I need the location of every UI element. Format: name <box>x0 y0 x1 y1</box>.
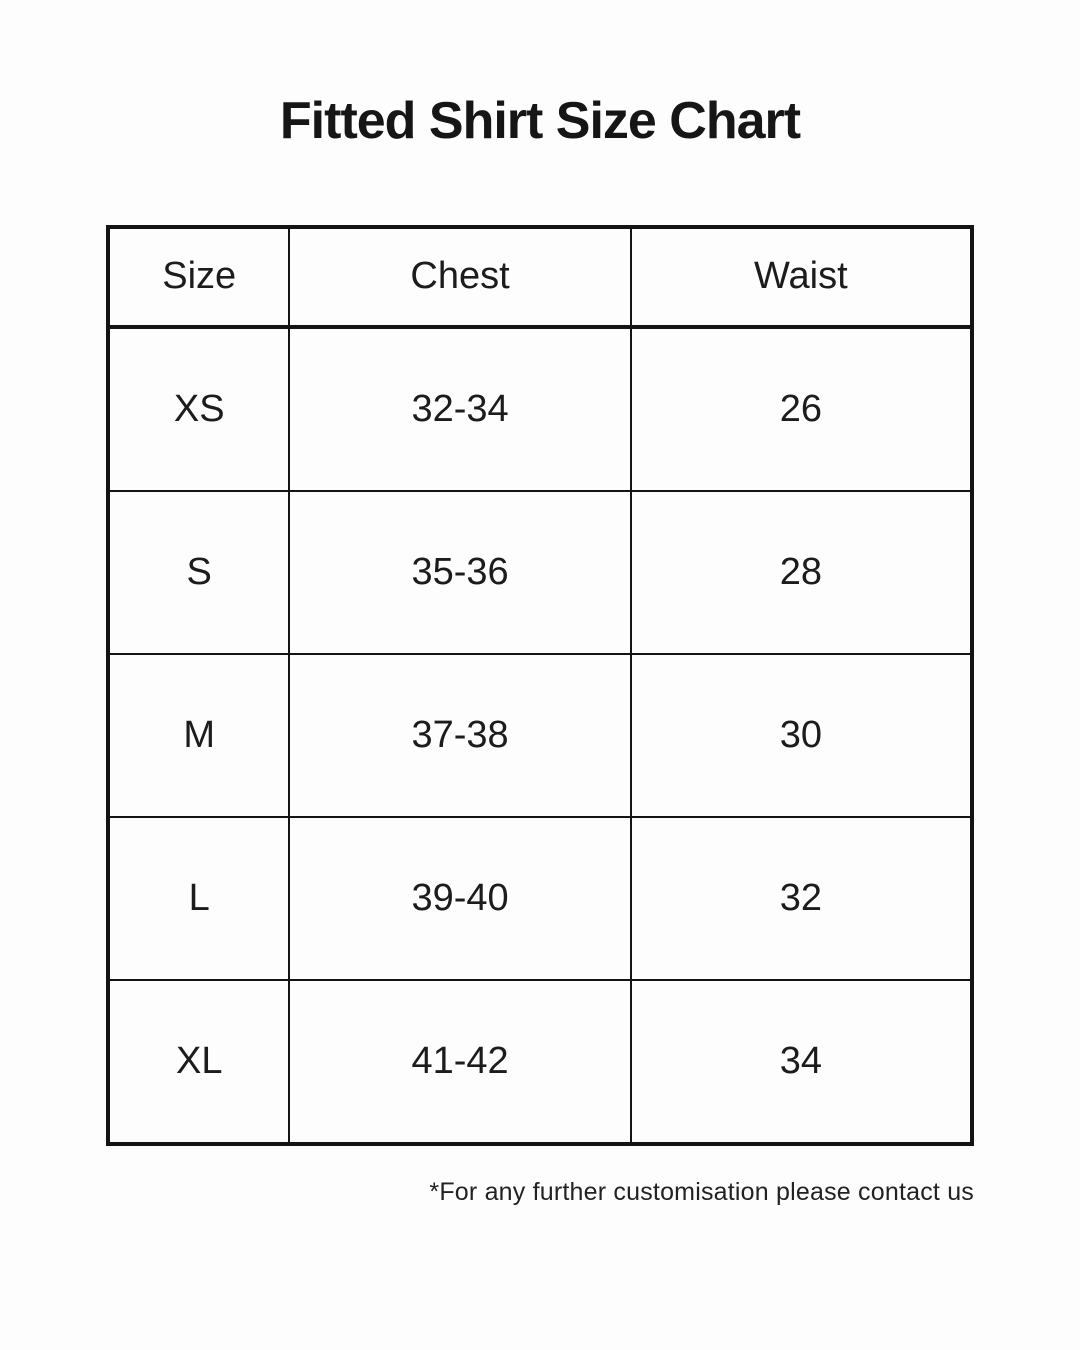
table-row: S 35-36 28 <box>105 489 975 655</box>
chest-cell: 39-40 <box>288 815 632 981</box>
size-chart-table-wrapper: Size Chest Waist XS 32-34 26 S 35-36 28 … <box>105 224 975 1146</box>
waist-cell: 28 <box>629 489 975 655</box>
size-cell: XL <box>105 978 291 1146</box>
size-cell: L <box>105 815 291 981</box>
table-header-row: Size Chest Waist <box>105 224 975 329</box>
column-header-chest: Chest <box>288 224 632 329</box>
column-header-size: Size <box>105 224 291 329</box>
waist-cell: 34 <box>629 978 975 1146</box>
waist-cell: 30 <box>629 652 975 818</box>
chest-cell: 41-42 <box>288 978 632 1146</box>
size-cell: XS <box>105 325 291 492</box>
table-row: M 37-38 30 <box>105 652 975 818</box>
customisation-footnote: *For any further customisation please co… <box>429 1177 974 1206</box>
size-cell: S <box>105 489 291 655</box>
size-chart-table: Size Chest Waist XS 32-34 26 S 35-36 28 … <box>105 224 975 1146</box>
waist-cell: 26 <box>629 325 975 492</box>
column-header-waist: Waist <box>629 224 975 329</box>
table-row: XS 32-34 26 <box>105 325 975 492</box>
chest-cell: 35-36 <box>288 489 632 655</box>
waist-cell: 32 <box>629 815 975 981</box>
table-row: XL 41-42 34 <box>105 978 975 1146</box>
chest-cell: 32-34 <box>288 325 632 492</box>
page-title: Fitted Shirt Size Chart <box>279 92 801 150</box>
size-cell: M <box>105 652 291 818</box>
table-row: L 39-40 32 <box>105 815 975 981</box>
chest-cell: 37-38 <box>288 652 632 818</box>
